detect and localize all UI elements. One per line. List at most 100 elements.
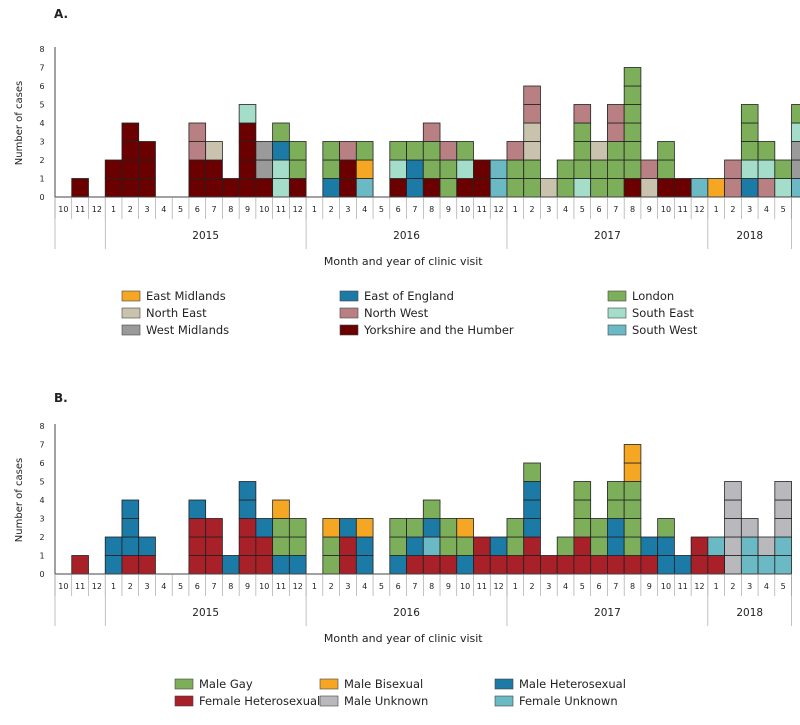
x-tick-label: 12: [92, 582, 102, 591]
bar-segment: [221, 555, 240, 575]
x-tick-label: 1: [513, 205, 518, 214]
legend-label: Yorkshire and the Humber: [363, 323, 514, 337]
bar-segment: [138, 536, 156, 556]
bar-segment: [322, 159, 340, 179]
bar-segment: [724, 536, 742, 556]
bar-segment: [607, 159, 625, 179]
bar-segment: [406, 555, 424, 575]
bar-segment: [238, 159, 257, 179]
y-axis-label: Number of cases: [14, 458, 25, 542]
bar-segment: [573, 104, 592, 124]
bar-segment: [422, 178, 441, 198]
x-tick-label: 12: [694, 205, 704, 214]
bar-segment: [238, 536, 257, 556]
bar-segment: [188, 159, 207, 179]
x-tick-label: 6: [396, 205, 401, 214]
bar-segment: [623, 178, 642, 198]
bar-segment: [489, 178, 508, 198]
bar-segment: [288, 159, 307, 179]
y-tick-label: 3: [39, 515, 44, 524]
x-tick-label: 8: [429, 582, 434, 591]
bar-segment: [523, 499, 541, 519]
bar-segment: [355, 178, 374, 198]
bar-segment: [506, 159, 525, 179]
bar-segment: [774, 159, 792, 179]
bar-segment: [138, 141, 156, 161]
x-tick-label: 9: [446, 205, 451, 214]
bar-segment: [740, 536, 759, 556]
bar-segment: [422, 518, 441, 538]
bar-segment: [623, 444, 642, 464]
legend-label: Female Unknown: [519, 694, 618, 708]
bar-segment: [791, 122, 800, 142]
bar-segment: [221, 178, 240, 198]
x-tick-label: 10: [460, 582, 470, 591]
x-tick-label: 1: [714, 582, 719, 591]
bar-segment: [238, 104, 257, 124]
bar-segment: [439, 178, 458, 198]
bar-segment: [288, 555, 307, 575]
bar-segment: [422, 141, 441, 161]
bar-segment: [690, 536, 709, 556]
x-axis-label: Month and year of clinic visit: [324, 632, 483, 645]
bar-segment: [339, 159, 357, 179]
bar-segment: [657, 178, 675, 198]
x-tick-label: 2: [730, 205, 735, 214]
x-tick-label: 11: [477, 205, 487, 214]
bar-segment: [657, 159, 675, 179]
bar-segment: [623, 555, 642, 575]
legend-label: Male Unknown: [344, 694, 428, 708]
bar-segment: [523, 555, 541, 575]
bar-segment: [724, 499, 742, 519]
bar-segment: [540, 178, 558, 198]
bar-segment: [456, 536, 474, 556]
x-tick-label: 4: [362, 582, 367, 591]
bar-segment: [724, 159, 742, 179]
x-tick-label: 2: [329, 205, 334, 214]
bar-segment: [272, 555, 290, 575]
bar-segment: [640, 159, 659, 179]
bar-segment: [573, 499, 592, 519]
x-tick-label: 3: [546, 205, 551, 214]
legend-swatch: [121, 307, 141, 319]
bar-segment: [255, 178, 274, 198]
x-tick-label: 8: [630, 205, 635, 214]
bar-segment: [473, 159, 491, 179]
x-tick-label: 11: [678, 582, 688, 591]
bar-segment: [757, 178, 776, 198]
bar-segment: [473, 536, 491, 556]
bar-segment: [740, 159, 759, 179]
bar-segment: [506, 555, 525, 575]
bar-segment: [791, 104, 800, 124]
bar-segment: [188, 122, 207, 142]
bar-segment: [322, 518, 340, 538]
legend: East Midlands East of England London North …: [121, 289, 698, 337]
bar-segment: [473, 555, 491, 575]
x-tick-label: 8: [429, 205, 434, 214]
bar-segment: [657, 141, 675, 161]
bar-segment: [255, 555, 274, 575]
legend-item: West Midlands: [121, 323, 229, 337]
bar-segment: [104, 555, 123, 575]
bar-segment: [590, 178, 608, 198]
y-tick-label: 5: [39, 101, 44, 110]
bar-segment: [339, 536, 357, 556]
year-label: 2016: [393, 607, 420, 619]
bar-segment: [389, 141, 407, 161]
x-tick-label: 9: [647, 205, 652, 214]
bar-segment: [740, 178, 759, 198]
bar-segment: [573, 178, 592, 198]
bar-segment: [623, 67, 642, 87]
legend-swatch: [494, 695, 514, 707]
x-tick-label: 11: [477, 582, 487, 591]
bar-segment: [523, 462, 541, 482]
x-tick-label: 4: [161, 205, 166, 214]
bar-segment: [640, 178, 659, 198]
bar-segment: [724, 481, 742, 501]
bar-segment: [607, 481, 625, 501]
x-tick-label: 12: [293, 205, 303, 214]
bar-segment: [590, 141, 608, 161]
bar-segment: [724, 178, 742, 198]
legend-label: Male Gay: [199, 677, 253, 691]
